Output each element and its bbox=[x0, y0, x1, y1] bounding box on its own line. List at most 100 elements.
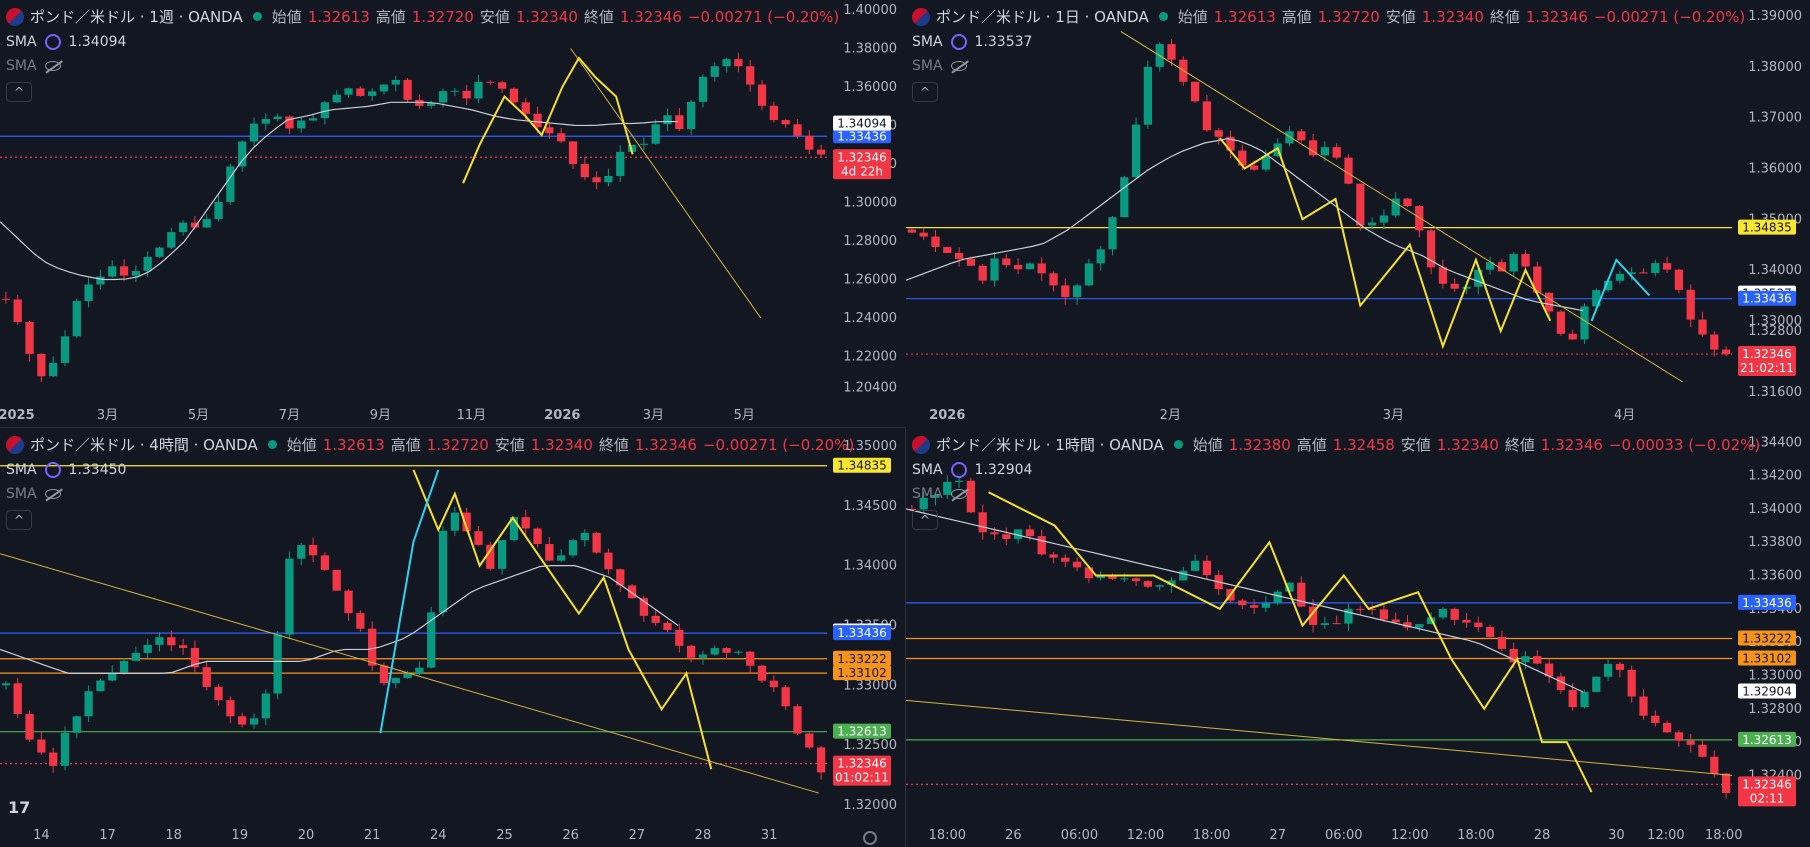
sma-hidden-legend[interactable]: SMA bbox=[912, 58, 967, 74]
price-badge-yellow: 1.34835 bbox=[1738, 219, 1796, 235]
open-label: 始値 bbox=[286, 436, 317, 454]
hidden-eye-icon[interactable] bbox=[950, 61, 967, 71]
chart-panel-1[interactable]: 1.400001.380001.360001.340001.320001.300… bbox=[0, 0, 905, 427]
candle bbox=[616, 568, 625, 592]
trend-line[interactable] bbox=[906, 699, 1733, 776]
candle bbox=[1403, 615, 1412, 631]
candle bbox=[651, 609, 660, 626]
sma-indicator-icon[interactable] bbox=[44, 462, 61, 478]
candle bbox=[379, 84, 389, 95]
pattern-zigzag[interactable] bbox=[1219, 137, 1552, 350]
pattern-zigzag[interactable] bbox=[462, 56, 634, 184]
chevron-up-icon[interactable]: ^ bbox=[6, 510, 32, 530]
svg-text:1.34094: 1.34094 bbox=[837, 117, 887, 131]
chart-canvas[interactable]: 1.390001.380001.370001.360001.350001.340… bbox=[906, 0, 1810, 427]
hidden-eye-icon[interactable] bbox=[44, 489, 61, 499]
candle bbox=[155, 632, 164, 652]
pattern-cyan[interactable] bbox=[379, 469, 440, 734]
candle bbox=[557, 127, 566, 144]
y-tick-label: 1.30000 bbox=[843, 195, 897, 210]
candle bbox=[462, 85, 471, 105]
sma-hidden-legend[interactable]: SMA bbox=[912, 486, 967, 502]
candle bbox=[1415, 623, 1424, 632]
chart-panel-2[interactable]: 1.390001.380001.370001.360001.350001.340… bbox=[906, 0, 1810, 427]
close-label: 終値 bbox=[1489, 8, 1520, 26]
candle bbox=[1202, 555, 1212, 579]
candle bbox=[427, 100, 436, 109]
candle bbox=[1297, 576, 1306, 608]
symbol-header[interactable]: ポンド／米ドル · 4時間 · OANDA 始値 1.32613 高値 1.32720 安… bbox=[6, 434, 854, 455]
sma-hidden-legend[interactable]: SMA bbox=[6, 58, 61, 74]
y-tick-label: 1.33000 bbox=[1748, 668, 1802, 683]
symbol-header[interactable]: ポンド／米ドル · 1時間 · OANDA 始値 1.32380 高値 1.32458 安… bbox=[912, 434, 1760, 455]
candle bbox=[1474, 264, 1483, 295]
symbol-title[interactable]: ポンド／米ドル · 1日 · OANDA bbox=[936, 8, 1149, 26]
tradingview-logo-icon[interactable]: 17 bbox=[8, 798, 31, 817]
symbol-title[interactable]: ポンド／米ドル · 1時間 · OANDA bbox=[936, 436, 1164, 454]
candle bbox=[931, 493, 940, 506]
y-tick-label: 1.35000 bbox=[843, 439, 897, 454]
y-tick-label: 1.34400 bbox=[1748, 435, 1802, 450]
open-value: 1.32380 bbox=[1228, 435, 1291, 454]
candle bbox=[427, 606, 436, 669]
chart-panel-4[interactable]: 1.34400 1.34200 1.34000 1.33800 1.33600 1.334… bbox=[906, 428, 1810, 847]
sma-legend[interactable]: SMA 1.33537 bbox=[912, 34, 1032, 50]
pattern-zigzag[interactable] bbox=[988, 491, 1593, 793]
chart-canvas[interactable]: 1.34400 1.34200 1.34000 1.33800 1.33600 1.334… bbox=[906, 428, 1810, 847]
candle bbox=[1084, 566, 1094, 583]
pattern-cyan[interactable] bbox=[1590, 258, 1651, 322]
symbol-title[interactable]: ポンド／米ドル · 4時間 · OANDA bbox=[30, 436, 258, 454]
candle bbox=[1308, 599, 1318, 633]
candle bbox=[1721, 346, 1731, 356]
hidden-eye-icon[interactable] bbox=[950, 489, 967, 499]
y-tick-label: 1.20400 bbox=[843, 380, 897, 395]
candle bbox=[1615, 270, 1625, 284]
candle bbox=[793, 703, 802, 736]
chevron-up-icon[interactable]: ^ bbox=[912, 82, 938, 102]
candle bbox=[1462, 613, 1471, 628]
candle bbox=[202, 661, 211, 691]
candle bbox=[1344, 603, 1353, 631]
symbol-header[interactable]: ポンド／米ドル · 1週 · OANDA 始値 1.32613 高値 1.32720 安値… bbox=[6, 6, 839, 27]
sma-indicator-icon[interactable] bbox=[950, 34, 967, 50]
open-value: 1.32613 bbox=[307, 7, 370, 26]
sma-indicator-icon[interactable] bbox=[950, 462, 967, 478]
chevron-up-icon[interactable]: ^ bbox=[912, 510, 938, 530]
hidden-eye-icon[interactable] bbox=[44, 61, 61, 71]
sma-legend[interactable]: SMA 1.34094 bbox=[6, 34, 126, 50]
symbol-title[interactable]: ポンド／米ドル · 1週 · OANDA bbox=[30, 8, 243, 26]
open-value: 1.32613 bbox=[322, 435, 385, 454]
candle bbox=[1662, 256, 1672, 274]
candle bbox=[757, 664, 767, 683]
pattern-zigzag[interactable] bbox=[412, 469, 713, 770]
candle bbox=[978, 504, 987, 540]
sma-legend[interactable]: SMA 1.32904 bbox=[912, 462, 1032, 478]
sma-hidden-legend[interactable]: SMA bbox=[6, 486, 61, 502]
chart-canvas[interactable]: 1.350001.345001.340001.335001.330001.325… bbox=[0, 428, 905, 847]
candle bbox=[1721, 773, 1731, 799]
candle bbox=[639, 595, 649, 622]
candle bbox=[155, 246, 164, 258]
sma-line bbox=[906, 508, 1584, 693]
trend-line[interactable] bbox=[570, 48, 762, 319]
candle bbox=[119, 259, 129, 282]
x-tick-label: 19 bbox=[232, 828, 249, 843]
candle bbox=[1332, 615, 1341, 625]
candle bbox=[486, 542, 495, 571]
chart-canvas[interactable]: 1.400001.380001.360001.340001.320001.300… bbox=[0, 0, 905, 427]
svg-text:1.33102: 1.33102 bbox=[1742, 651, 1792, 665]
settings-gear-icon[interactable] bbox=[863, 831, 877, 845]
candle bbox=[415, 661, 424, 675]
symbol-header[interactable]: ポンド／米ドル · 1日 · OANDA 始値 1.32613 高値 1.32720 安値… bbox=[912, 6, 1745, 27]
sma-legend[interactable]: SMA 1.33450 bbox=[6, 462, 126, 478]
y-tick-label: 1.32800 bbox=[1748, 324, 1802, 339]
candle bbox=[675, 108, 684, 132]
trend-line[interactable] bbox=[1120, 30, 1683, 383]
chevron-up-icon[interactable]: ^ bbox=[6, 82, 32, 102]
chart-panel-3[interactable]: 1.350001.345001.340001.335001.330001.325… bbox=[0, 427, 906, 847]
sma-indicator-icon[interactable] bbox=[44, 34, 61, 50]
candle bbox=[1308, 133, 1318, 158]
trend-line[interactable] bbox=[0, 553, 819, 794]
svg-text:1.33222: 1.33222 bbox=[1742, 631, 1792, 645]
candle bbox=[592, 531, 601, 554]
